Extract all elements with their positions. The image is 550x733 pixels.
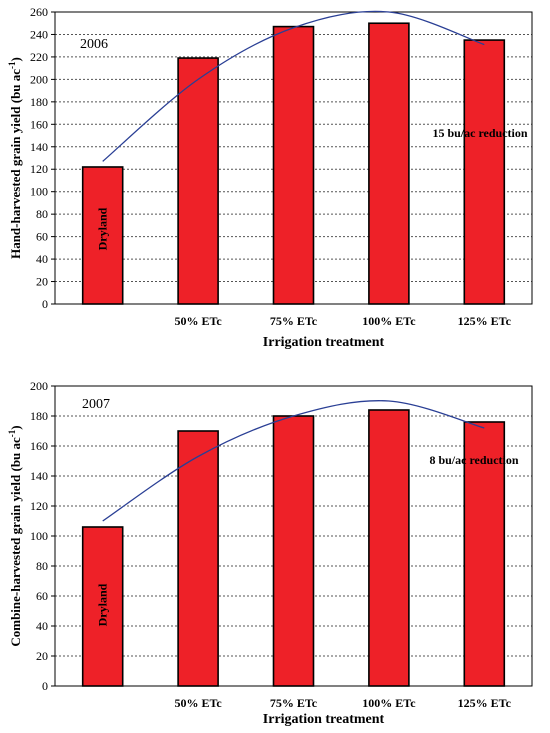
- y-tick-label: 20: [36, 275, 48, 289]
- y-tick-label: 120: [30, 162, 48, 176]
- y-tick-label: 0: [42, 297, 48, 311]
- x-axis-label: Irrigation treatment: [263, 335, 385, 350]
- x-tick-label: 75% ETc: [270, 696, 318, 710]
- y-tick-label: 0: [42, 679, 48, 693]
- y-axis-label: Hand-harvested grain yield (bu ac-1): [7, 57, 23, 259]
- chart-1: 0 20 40 60 80 100 120 140 160 180 200 220 240 260 50% …: [7, 5, 533, 350]
- bar: [368, 409, 410, 687]
- bar: [368, 22, 410, 305]
- y-tick-label: 140: [30, 140, 48, 154]
- y-tick-label: 160: [30, 117, 48, 131]
- x-axis-label: Irrigation treatment: [263, 712, 385, 727]
- bar: [463, 421, 506, 687]
- y-tick-label: 200: [30, 379, 48, 393]
- year-label: 2007: [82, 397, 110, 412]
- y-tick-label: 40: [36, 252, 48, 266]
- bar: [177, 430, 219, 687]
- x-tick-label: 50% ETc: [174, 314, 222, 328]
- y-tick-label: 40: [36, 619, 48, 633]
- year-label: 2006: [80, 37, 108, 52]
- y-tick-label: 100: [30, 185, 48, 199]
- y-tick-label: 260: [30, 5, 48, 19]
- y-tick-label: 180: [30, 95, 48, 109]
- bar-inner-label: Dryland: [96, 207, 110, 250]
- y-axis-label: Combine-harvested grain yield (bu ac-1): [7, 425, 23, 646]
- bar: [272, 25, 315, 305]
- x-tick-label: 100% ETc: [362, 314, 416, 328]
- trendline: [102, 400, 485, 522]
- bar: [81, 166, 124, 305]
- y-tick-label: 200: [30, 72, 48, 86]
- y-tick-label: 180: [30, 409, 48, 423]
- bar: [463, 39, 506, 305]
- y-tick-label: 80: [36, 207, 48, 221]
- x-tick-label: 125% ETc: [458, 314, 512, 328]
- bar: [272, 415, 315, 687]
- x-tick-label: 100% ETc: [362, 696, 416, 710]
- y-tick-label: 220: [30, 50, 48, 64]
- trendline: [102, 10, 485, 162]
- y-tick-label: 140: [30, 469, 48, 483]
- y-tick-label: 60: [36, 589, 48, 603]
- bar-inner-label: Dryland: [96, 583, 110, 626]
- chart-2: 0 20 40 60 80 100 120 140 160 180 200 50% ETc 75% ET…: [7, 379, 533, 727]
- bar: [81, 526, 124, 687]
- x-tick-label: 50% ETc: [174, 696, 222, 710]
- y-tick-label: 80: [36, 559, 48, 573]
- annotation: 15 bu/ac reduction: [432, 126, 527, 140]
- bar: [177, 57, 219, 305]
- y-tick-label: 100: [30, 529, 48, 543]
- y-tick-label: 160: [30, 439, 48, 453]
- y-tick-label: 20: [36, 649, 48, 663]
- x-tick-label: 125% ETc: [458, 696, 512, 710]
- annotation: 8 bu/ac reduction: [429, 453, 518, 467]
- y-tick-label: 120: [30, 499, 48, 513]
- x-tick-label: 75% ETc: [270, 314, 318, 328]
- y-tick-label: 60: [36, 230, 48, 244]
- y-tick-label: 240: [30, 27, 48, 41]
